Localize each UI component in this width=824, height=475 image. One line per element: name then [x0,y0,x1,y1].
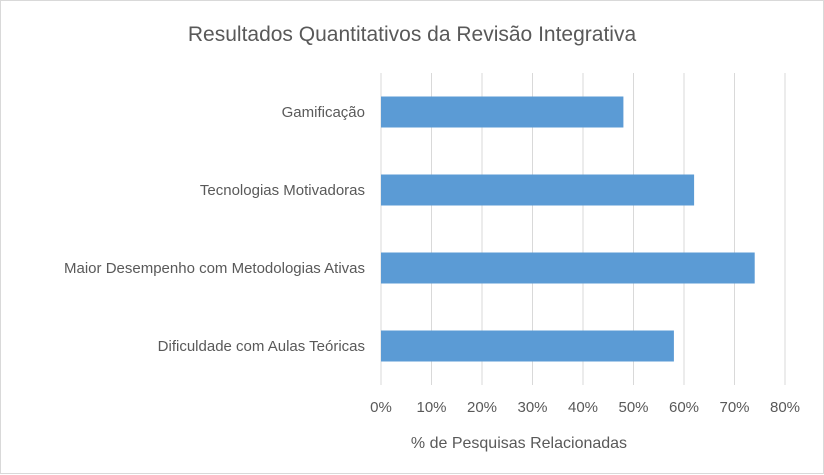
x-tick-label: 0% [370,399,392,416]
bar [381,252,755,284]
x-tick-label: 30% [517,399,547,416]
x-axis-title: % de Pesquisas Relacionadas [411,435,627,452]
category-label: Gamificação [282,104,365,121]
bar [381,174,695,206]
x-tick-label: 50% [618,399,648,416]
x-tick-label: 70% [719,399,749,416]
category-label: Tecnologias Motivadoras [200,182,365,199]
category-label: Maior Desempenho com Metodologias Ativas [64,260,365,277]
x-tick-label: 80% [770,399,800,416]
category-labels: Gamificação Tecnologias Motivadoras Maior … [64,104,365,355]
x-tick-label: 20% [467,399,497,416]
bar-layer [381,96,755,362]
x-tick-label: 40% [568,399,598,416]
category-label: Dificuldade com Aulas Teóricas [158,338,365,355]
x-tick-label: 10% [416,399,446,416]
x-tick-label: 60% [669,399,699,416]
chart-title: Resultados Quantitativos da Revisão Inte… [188,23,637,46]
bar [381,330,674,362]
x-tick-labels: 0% 10% 20% 30% 40% 50% 60% 70% 80% [370,399,800,416]
bar [381,96,624,128]
